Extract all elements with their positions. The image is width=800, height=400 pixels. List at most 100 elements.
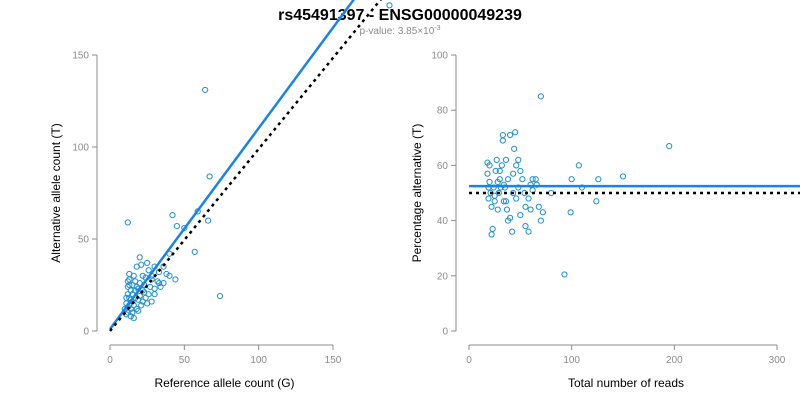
left-y-tick-label: 0 — [83, 327, 89, 338]
left-fit-line — [108, 0, 355, 330]
left-x-tick-label: 50 — [179, 355, 191, 366]
left-data-point — [191, 248, 198, 255]
right-data-point — [509, 228, 516, 235]
right-x-axis-label: Total number of reads — [568, 376, 684, 390]
right-data-point — [535, 203, 542, 210]
right-panel-percentage-alternative: 0 100 200 300 0 20 40 60 80 100 Total number of re… — [410, 51, 800, 390]
right-data-point — [502, 198, 510, 205]
right-data-point — [513, 162, 520, 169]
figure-title: rs45491397 - ENSG00000049239 — [278, 7, 522, 24]
left-data-point — [173, 223, 180, 230]
right-data-point — [561, 271, 568, 278]
left-data-point — [157, 283, 164, 290]
left-y-tick-label: 150 — [72, 51, 89, 62]
right-data-point — [504, 217, 512, 224]
right-data-point — [500, 198, 508, 205]
pvalue-exponent: -3 — [434, 25, 440, 32]
right-data-point — [493, 156, 500, 163]
left-data-point — [138, 302, 145, 309]
right-data-point — [537, 217, 544, 224]
right-data-point — [522, 223, 529, 230]
right-data-point — [498, 162, 505, 169]
left-data-point — [132, 278, 139, 285]
right-data-point — [548, 189, 555, 197]
left-data-point — [127, 287, 134, 294]
right-data-point — [494, 178, 501, 186]
right-data-point — [484, 159, 491, 166]
left-x-tick-label: 100 — [250, 355, 267, 366]
right-data-point — [515, 156, 522, 163]
left-data-point — [163, 270, 170, 278]
left-data-point — [151, 291, 158, 298]
right-data-point — [496, 167, 503, 175]
right-data-point — [485, 195, 492, 202]
right-data-point — [491, 198, 498, 205]
right-y-axis-label: Percentage alternative (T) — [410, 124, 424, 263]
left-y-tick-label: 50 — [78, 235, 90, 246]
left-data-point — [148, 276, 155, 283]
right-data-point — [593, 198, 600, 205]
right-x-tick-label: 0 — [466, 355, 472, 366]
pvalue-text: p-value: 3.85×10 — [359, 26, 434, 37]
left-data-point — [129, 309, 136, 316]
left-data-point — [133, 305, 140, 313]
right-data-point — [486, 178, 493, 186]
right-data-point — [510, 189, 517, 197]
left-data-point — [147, 283, 154, 290]
right-data-point — [484, 170, 491, 177]
left-data-point — [160, 280, 167, 287]
right-y-tick-label: 0 — [442, 327, 448, 338]
left-y-tick-label: 100 — [72, 143, 89, 154]
left-data-point — [130, 272, 137, 279]
right-data-point — [619, 173, 627, 180]
left-data-point — [138, 261, 145, 268]
right-data-point — [504, 176, 512, 183]
left-data-point — [130, 315, 137, 322]
right-data-point — [529, 176, 536, 183]
left-x-tick-label: 150 — [325, 355, 342, 366]
left-data-point — [202, 86, 209, 94]
right-data-point — [512, 129, 519, 136]
right-y-tick-label: 40 — [437, 216, 449, 227]
left-data-point — [135, 307, 142, 314]
right-data-point — [511, 145, 518, 152]
right-data-point — [539, 209, 547, 216]
right-data-point — [487, 189, 494, 197]
right-data-point — [522, 203, 529, 210]
right-data-point — [519, 176, 526, 183]
right-data-point — [499, 131, 506, 139]
left-x-axis-label: Reference allele count (G) — [154, 376, 294, 390]
right-y-tick-label: 20 — [437, 271, 449, 282]
left-data-point — [145, 267, 152, 274]
right-data-point — [503, 206, 511, 213]
right-y-tick-label: 60 — [437, 161, 449, 172]
right-data-point — [488, 203, 495, 210]
right-data-point — [567, 209, 574, 216]
left-data-point — [155, 280, 163, 287]
pvalue-subtitle: p-value: 3.85×10-3 — [359, 25, 440, 37]
right-data-point — [488, 231, 495, 238]
right-data-point — [489, 225, 496, 232]
left-data-point — [124, 291, 131, 298]
right-data-point — [492, 167, 499, 175]
right-y-tick-label: 100 — [431, 51, 448, 62]
right-data-point — [568, 176, 575, 183]
right-x-tick-label: 200 — [666, 355, 683, 366]
right-data-point — [510, 170, 517, 177]
left-x-tick-label: 0 — [107, 355, 113, 366]
right-x-tick-label: 100 — [563, 355, 580, 366]
right-data-point — [537, 93, 544, 100]
right-data-point — [525, 228, 532, 235]
right-data-point — [575, 162, 582, 169]
right-x-tick-label: 300 — [769, 355, 786, 366]
left-y-axis-label: Alternative allele count (T) — [49, 123, 63, 262]
left-data-point — [206, 173, 213, 180]
right-data-point — [495, 189, 502, 197]
right-data-point — [527, 206, 534, 213]
right-data-point — [513, 195, 520, 202]
left-data-point — [139, 272, 146, 279]
left-data-point — [154, 278, 161, 285]
right-data-point — [502, 156, 510, 163]
left-data-point — [172, 276, 179, 283]
